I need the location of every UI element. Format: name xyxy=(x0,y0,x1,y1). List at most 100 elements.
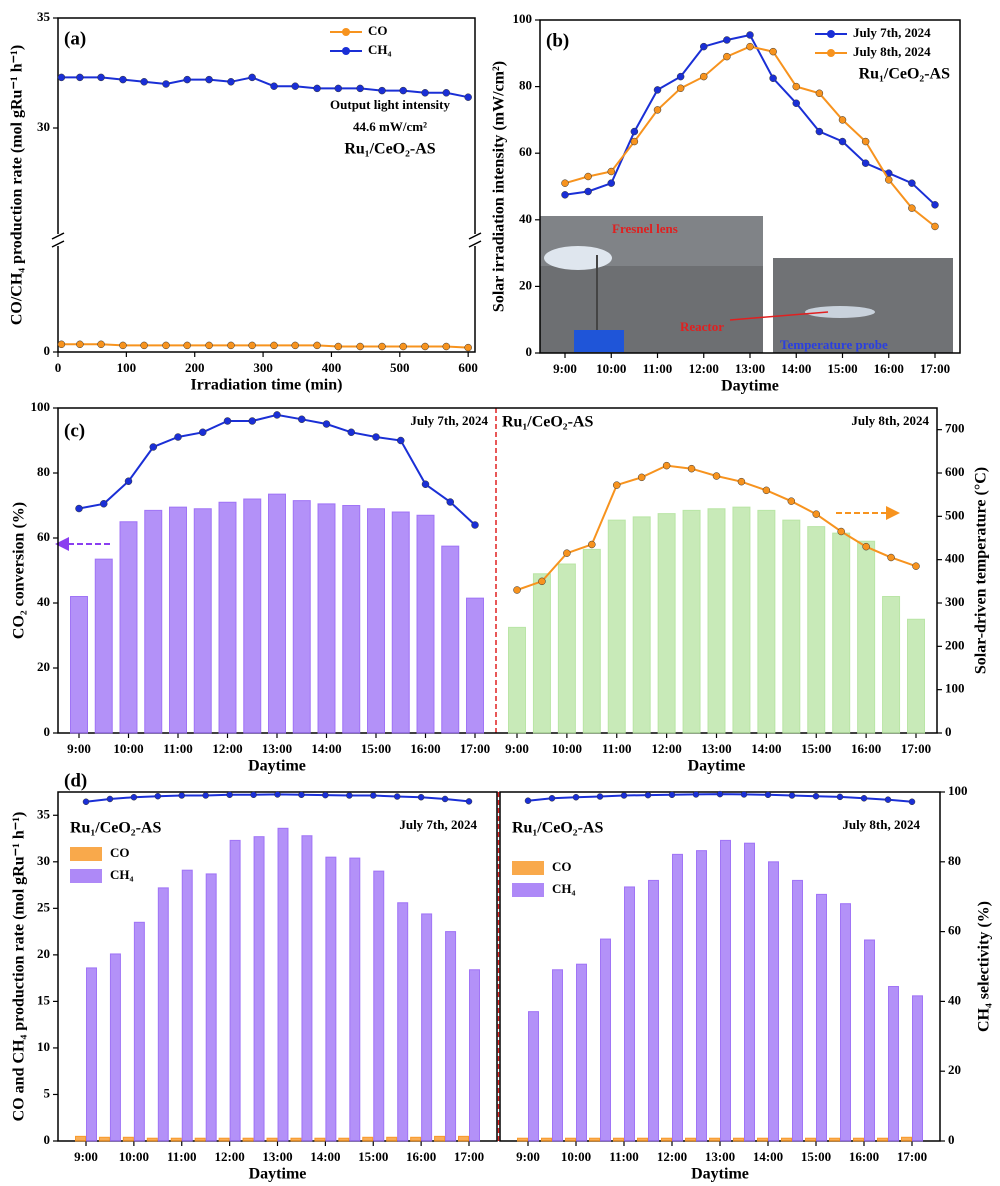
axis-title: Daytime xyxy=(721,378,779,395)
bar xyxy=(469,969,480,1142)
bar xyxy=(589,1137,600,1142)
marker xyxy=(908,179,916,187)
marker xyxy=(769,74,777,83)
legend-swatch xyxy=(512,883,544,897)
x-tick-label: 10:00 xyxy=(119,1149,149,1164)
marker xyxy=(912,562,920,570)
bar xyxy=(805,1137,816,1142)
bar xyxy=(709,1137,720,1142)
marker xyxy=(162,341,170,350)
bar xyxy=(696,850,707,1142)
bar xyxy=(768,861,779,1142)
y-tick-label: 35 xyxy=(37,806,51,821)
axis-title: Daytime xyxy=(249,1166,307,1183)
marker xyxy=(723,36,731,44)
x-tick-label: 9:00 xyxy=(516,1149,540,1164)
bar xyxy=(157,887,169,1142)
bar xyxy=(193,508,212,734)
plot-frame xyxy=(57,17,476,353)
marker xyxy=(712,472,721,480)
legend-marker xyxy=(342,47,350,55)
series-line xyxy=(564,33,936,206)
x-tick-label: 14:00 xyxy=(311,741,341,756)
marker xyxy=(588,540,596,549)
marker xyxy=(792,82,800,91)
x-tick-label: 600 xyxy=(458,360,478,375)
legend-swatch xyxy=(512,861,544,875)
bar xyxy=(445,931,457,1142)
axis-title: Daytime xyxy=(691,1166,749,1183)
marker xyxy=(106,795,114,803)
y-tick-label: 0 xyxy=(44,724,51,739)
bar xyxy=(277,827,289,1142)
bar xyxy=(840,903,851,1142)
bar xyxy=(576,963,587,1142)
x-tick-label: 14:00 xyxy=(753,1149,783,1164)
marker xyxy=(653,106,662,114)
x-tick-label: 13:00 xyxy=(262,1149,292,1164)
x-tick-label: 15:00 xyxy=(361,741,391,756)
bar xyxy=(832,532,851,734)
y-tick-label: 20 xyxy=(519,277,532,292)
y-tick-label: 35 xyxy=(37,9,51,24)
x-tick-label: 16:00 xyxy=(406,1149,436,1164)
marker xyxy=(596,793,604,800)
annotation: Ru₁/CeO₂-AS xyxy=(344,141,435,158)
legend-label: CO xyxy=(110,845,130,860)
x-tick-label: 13:00 xyxy=(705,1149,735,1164)
bar xyxy=(70,596,88,734)
bar xyxy=(657,513,676,734)
bar xyxy=(552,969,563,1142)
marker xyxy=(178,792,185,799)
marker xyxy=(812,792,820,800)
marker xyxy=(692,791,700,798)
bar xyxy=(733,1137,744,1142)
bar xyxy=(907,618,925,734)
marker xyxy=(378,342,386,351)
bar xyxy=(243,498,262,734)
annotation: Ru₁/CeO₂-AS xyxy=(70,820,161,837)
marker xyxy=(162,80,170,88)
annotation: Ru₁/CeO₂-AS xyxy=(502,414,593,431)
panel-date: July 7th, 2024 xyxy=(399,817,477,832)
x-tick-label: 17:00 xyxy=(897,1149,927,1164)
bar xyxy=(632,516,651,734)
axis-title: CO and CH₄ production rate (mol gRu⁻¹ h⁻… xyxy=(11,812,28,1122)
marker xyxy=(446,498,454,506)
x-tick-label: 16:00 xyxy=(849,1149,879,1164)
y-tick-label: 600 xyxy=(945,464,965,479)
x-tick-label: 16:00 xyxy=(851,741,881,756)
marker xyxy=(322,420,331,428)
marker xyxy=(334,84,343,93)
y-tick-label: 5 xyxy=(44,1085,51,1100)
marker xyxy=(563,549,571,557)
base xyxy=(574,330,624,352)
x-tick-label: 11:00 xyxy=(163,741,193,756)
x-tick-label: 9:00 xyxy=(553,361,577,376)
legend-label: CH₄ xyxy=(368,42,392,57)
axis-title: CO₂ conversion (%) xyxy=(11,502,28,639)
bar xyxy=(181,869,193,1142)
marker xyxy=(676,84,685,93)
marker xyxy=(356,84,364,93)
y-tick-label: 100 xyxy=(948,783,968,798)
annotation: Ru₁/CeO₂-AS xyxy=(512,820,603,837)
marker xyxy=(762,486,771,495)
marker xyxy=(97,73,105,82)
marker xyxy=(908,204,916,212)
y-tick-label: 20 xyxy=(37,946,50,961)
x-tick-label: 14:00 xyxy=(781,361,811,376)
marker xyxy=(885,176,893,184)
y-tick-label: 20 xyxy=(948,1062,961,1077)
marker xyxy=(931,201,939,209)
x-tick-label: 15:00 xyxy=(358,1149,388,1164)
marker xyxy=(620,792,628,799)
bar xyxy=(218,1137,230,1142)
bar xyxy=(685,1137,696,1142)
marker xyxy=(884,796,892,803)
marker xyxy=(740,791,748,798)
marker xyxy=(149,443,157,451)
bar xyxy=(857,540,876,734)
marker xyxy=(378,86,386,95)
